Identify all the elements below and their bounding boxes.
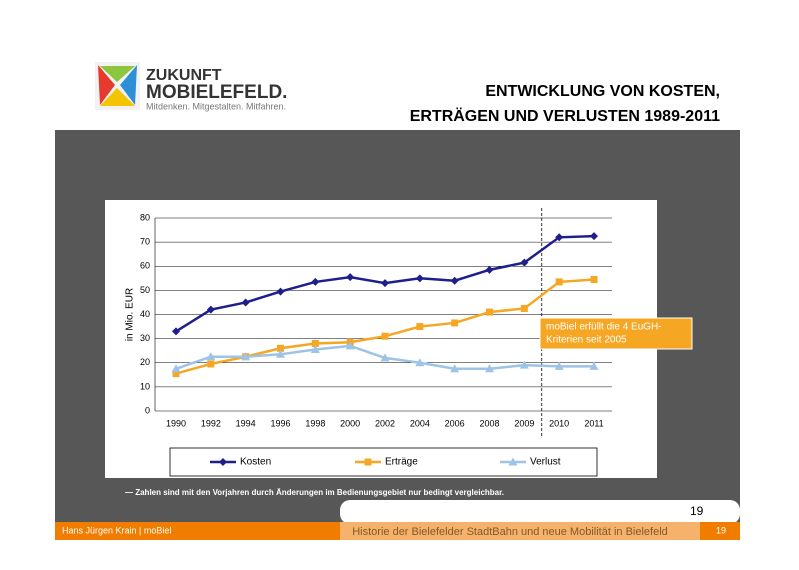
x-tick-label: 2006 [445, 418, 465, 428]
marker [415, 358, 425, 367]
x-tick-label: 2000 [340, 418, 360, 428]
marker [485, 265, 494, 274]
marker [381, 332, 389, 340]
marker [589, 361, 599, 370]
logo-mark [95, 62, 140, 110]
marker [206, 352, 216, 361]
marker [172, 370, 180, 378]
slide-title: ERTRÄGEN UND VERLUSTEN 1989-2011 [410, 107, 720, 125]
x-tick-label: 1996 [270, 418, 290, 428]
marker [276, 349, 285, 358]
marker [172, 327, 180, 336]
marker [380, 353, 390, 362]
x-tick-label: 2002 [375, 418, 395, 428]
marker [554, 361, 564, 370]
y-tick-label: 70 [140, 237, 150, 247]
marker [450, 276, 459, 285]
footer-topic: Historie der Bielefelder StadtBahn und n… [352, 526, 668, 538]
marker [171, 364, 181, 373]
y-tick-label: 60 [140, 261, 150, 271]
marker [277, 344, 284, 352]
marker [555, 278, 563, 286]
x-tick-label: 2004 [410, 418, 430, 428]
marker [520, 304, 528, 312]
page-number: 19 [690, 504, 704, 518]
x-tick-label: 1998 [305, 418, 325, 428]
marker [416, 323, 424, 331]
marker [520, 258, 529, 267]
x-tick-label: 2010 [549, 418, 569, 428]
logo-tagline: Mitdenken. Mitgestalten. Mitfahren. [146, 101, 286, 111]
marker [555, 233, 564, 242]
marker [519, 360, 529, 369]
marker [415, 274, 424, 283]
annotation-box [539, 317, 693, 350]
marker [381, 279, 389, 288]
marker [590, 232, 598, 241]
legend-label: Erträge [385, 457, 418, 468]
x-tick-label: 2008 [479, 418, 499, 428]
y-tick-label: 80 [140, 212, 150, 222]
marker [364, 458, 372, 466]
footer-author: Hans Jürgen Krain | moBiel [62, 525, 171, 535]
marker [451, 319, 459, 327]
marker [219, 458, 227, 466]
y-tick-label: 30 [140, 333, 150, 343]
legend-label: Kosten [240, 457, 271, 468]
marker [241, 298, 250, 307]
x-tick-label: 2009 [514, 418, 534, 428]
y-tick-label: 10 [140, 381, 150, 391]
y-axis-label: in Mio. EUR [125, 288, 136, 341]
marker [207, 360, 215, 368]
marker [310, 344, 320, 353]
marker [311, 339, 319, 347]
x-tick-label: 1994 [236, 418, 256, 428]
footer-page: 19 [716, 525, 726, 535]
x-tick-label: 2011 [584, 418, 603, 428]
marker [485, 364, 494, 373]
logo-text: MOBIELEFELD. [146, 82, 287, 103]
y-tick-label: 40 [140, 309, 150, 319]
legend-label: Verlust [530, 457, 561, 468]
y-tick-label: 0 [145, 405, 150, 415]
marker [345, 341, 355, 350]
marker [590, 276, 598, 284]
y-tick-label: 20 [140, 357, 150, 367]
slide-title: ENTWICKLUNG VON KOSTEN, [485, 83, 720, 100]
annotation-text: moBiel erfüllt die 4 EuGH- [546, 322, 662, 333]
marker [241, 352, 251, 361]
page-tab [340, 500, 740, 524]
y-tick-label: 50 [140, 285, 150, 295]
marker [486, 308, 493, 316]
x-tick-label: 1992 [201, 418, 221, 428]
logo-text: ZUKUNFT [146, 67, 222, 84]
annotation-text: Kriterien seit 2005 [546, 335, 627, 346]
marker [206, 305, 215, 314]
marker [276, 287, 285, 296]
footer-topic-bg [340, 522, 700, 540]
footnote: — Zahlen sind mit den Vorjahren durch Än… [125, 488, 504, 497]
marker [508, 457, 518, 466]
x-tick-label: 1990 [166, 418, 186, 428]
marker [311, 277, 320, 286]
marker [450, 364, 460, 373]
marker [346, 273, 355, 282]
